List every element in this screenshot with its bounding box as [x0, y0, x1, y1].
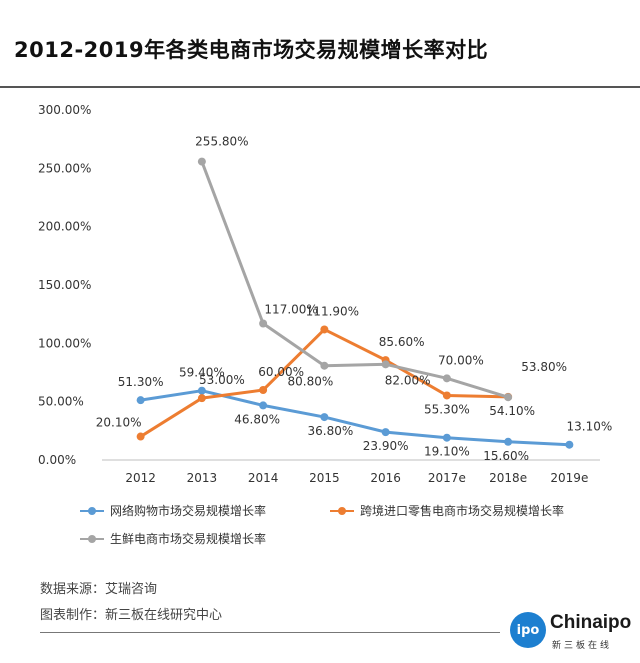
data-label: 54.10% — [489, 404, 535, 418]
data-label: 46.80% — [234, 412, 280, 426]
data-source: 数据来源：艾瑞咨询 — [40, 582, 158, 597]
data-point — [197, 394, 206, 403]
data-label: 36.80% — [307, 424, 353, 438]
legend-item-cross-border: 跨境进口零售电商市场交易规模增长率 — [330, 502, 564, 519]
y-tick-label: 200.00% — [38, 220, 91, 234]
data-point — [259, 401, 268, 410]
data-point — [442, 374, 451, 383]
data-point — [320, 325, 329, 334]
data-point — [442, 433, 451, 442]
data-label: 19.10% — [424, 445, 470, 459]
legend-swatch-blue — [80, 506, 104, 515]
data-point — [136, 432, 145, 441]
data-label: 23.90% — [363, 439, 409, 453]
y-tick-label: 150.00% — [38, 278, 91, 292]
data-label: 53.00% — [199, 373, 245, 387]
data-label: 85.60% — [379, 335, 425, 349]
data-label: 80.80% — [287, 375, 333, 389]
y-tick-label: 100.00% — [38, 336, 91, 350]
data-point — [259, 319, 268, 328]
y-tick-label: 250.00% — [38, 161, 91, 175]
data-label: 20.10% — [96, 416, 142, 430]
legend-label: 网络购物市场交易规模增长率 — [110, 504, 267, 518]
chart-maker: 图表制作：新三板在线研究中心 — [40, 608, 223, 623]
data-point — [504, 437, 513, 446]
x-tick-label: 2012 — [125, 471, 156, 485]
y-tick-label: 0.00% — [38, 453, 76, 467]
legend-swatch-orange — [330, 506, 354, 515]
chart-title: 2012-2019年各类电商市场交易规模增长率对比 — [14, 38, 489, 62]
footer-divider — [40, 632, 500, 633]
data-point — [197, 157, 206, 166]
x-tick-label: 2014 — [248, 471, 279, 485]
series-line — [200, 161, 509, 399]
logo-mark-icon: ipo — [510, 612, 546, 648]
data-point — [504, 393, 513, 402]
data-point — [381, 360, 390, 369]
data-point — [136, 396, 145, 405]
line-chart: 0.00% 50.00% 100.00% 150.00% 200.00% 250.00% 3… — [38, 103, 612, 485]
legend-item-online-shopping: 网络购物市场交易规模增长率 — [80, 502, 266, 519]
legend-item-fresh-food: 生鲜电商市场交易规模增长率 — [80, 530, 266, 547]
x-tick-label: 2019e — [550, 471, 588, 485]
legend-label: 生鲜电商市场交易规模增长率 — [110, 532, 267, 546]
x-tick-label: 2015 — [309, 471, 340, 485]
legend-label: 跨境进口零售电商市场交易规模增长率 — [360, 504, 565, 518]
data-point — [320, 413, 329, 422]
data-label: 117.00% — [264, 303, 317, 317]
data-point — [259, 386, 268, 394]
data-label: 15.60% — [483, 449, 529, 463]
data-label: 51.30% — [118, 375, 164, 389]
x-tick-label: 2016 — [370, 471, 401, 485]
data-label: 59.40% — [179, 366, 225, 380]
data-label: 55.30% — [424, 402, 470, 416]
logo-subtitle: 新三板在线 — [552, 641, 613, 651]
data-label: 60.00% — [258, 365, 304, 379]
data-point — [320, 361, 329, 370]
x-tick-label: 2013 — [187, 471, 218, 485]
series-line — [140, 389, 570, 447]
legend-swatch-gray — [80, 534, 104, 543]
y-tick-label: 300.00% — [38, 103, 91, 117]
data-label: 255.80% — [195, 135, 248, 149]
logo-wordmark: Chinaipo — [550, 612, 632, 633]
data-point — [442, 391, 451, 400]
data-label: 111.90% — [306, 304, 359, 318]
chinaipo-logo: ipo Chinaipo 新三板在线 — [506, 610, 636, 658]
x-tick-label: 2017e — [428, 471, 466, 485]
data-point — [197, 386, 206, 395]
data-point — [381, 428, 390, 437]
data-label: 53.80% — [521, 360, 567, 374]
data-label: 13.10% — [566, 420, 612, 434]
y-tick-label: 50.00% — [38, 395, 84, 409]
title-divider — [0, 86, 640, 88]
data-label: 70.00% — [438, 353, 484, 367]
data-point — [565, 440, 574, 449]
data-label: 82.00% — [385, 373, 431, 387]
x-tick-label: 2018e — [489, 471, 527, 485]
